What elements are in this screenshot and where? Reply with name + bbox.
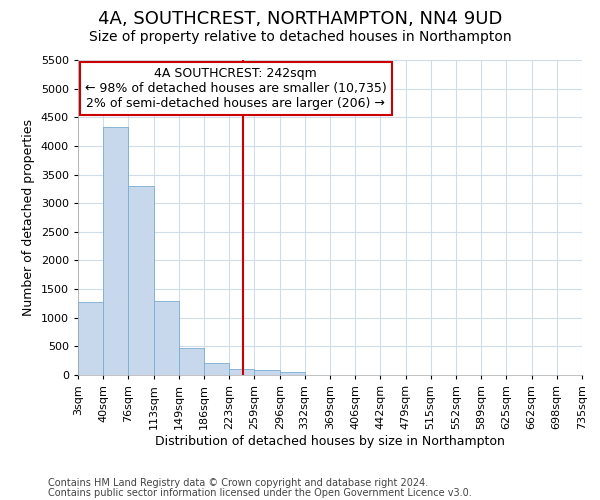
Bar bbox=[204, 362, 229, 375]
Bar bbox=[229, 370, 254, 375]
Text: 4A, SOUTHCREST, NORTHAMPTON, NN4 9UD: 4A, SOUTHCREST, NORTHAMPTON, NN4 9UD bbox=[98, 10, 502, 28]
Bar bbox=[154, 302, 179, 375]
Bar bbox=[280, 372, 305, 375]
Bar bbox=[103, 127, 128, 375]
X-axis label: Distribution of detached houses by size in Northampton: Distribution of detached houses by size … bbox=[155, 434, 505, 448]
Y-axis label: Number of detached properties: Number of detached properties bbox=[22, 119, 35, 316]
Text: Size of property relative to detached houses in Northampton: Size of property relative to detached ho… bbox=[89, 30, 511, 44]
Text: Contains HM Land Registry data © Crown copyright and database right 2024.: Contains HM Land Registry data © Crown c… bbox=[48, 478, 428, 488]
Bar bbox=[179, 348, 204, 375]
Bar bbox=[78, 302, 103, 375]
Bar bbox=[254, 370, 280, 375]
Bar bbox=[128, 186, 154, 375]
Text: 4A SOUTHCREST: 242sqm
← 98% of detached houses are smaller (10,735)
2% of semi-d: 4A SOUTHCREST: 242sqm ← 98% of detached … bbox=[85, 67, 386, 110]
Text: Contains public sector information licensed under the Open Government Licence v3: Contains public sector information licen… bbox=[48, 488, 472, 498]
